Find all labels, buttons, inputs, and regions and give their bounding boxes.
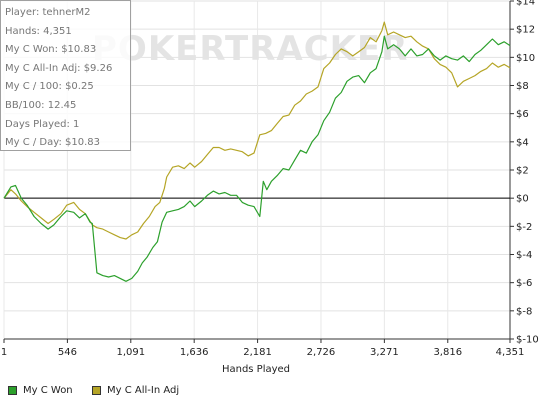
y-tick-label-10: $-6 [516,278,532,289]
y-tick-label-0: $14 [516,0,535,8]
stat-player: Player: tehnerM2 [5,7,91,18]
x-tick-label-8: 4,351 [496,347,525,358]
x-tick-label-7: 3,816 [433,347,462,358]
legend-swatch-won [8,386,17,395]
x-axis-title: Hands Played [222,364,290,375]
y-tick-label-11: $-8 [516,306,532,317]
y-tick-label-8: $-2 [516,222,532,233]
legend-item-allin-adj[interactable]: My C All-In Adj [92,385,179,396]
y-tick-label-7: $0 [516,194,529,205]
x-tick-label-6: 3,271 [370,347,399,358]
stat-hands: Hands: 4,351 [5,25,72,37]
series-line-1 [3,21,511,240]
legend-swatch-allin-adj [92,386,101,395]
pokertracker-watermark: POKERTRACKER [92,29,408,69]
stat-allin-adj: My C All-In Adj: $9.26 [5,62,113,74]
x-tick-label-4: 2,181 [243,347,272,358]
legend-item-won[interactable]: My C Won [8,385,73,396]
chart-legend: My C Won My C All-In Adj [0,376,543,408]
y-axis-ticks: $14 $12 $10 $8 $6 $4 $2 $0 $-2 $-4 $-6 $-8 $-10 [510,0,539,346]
y-tick-label-5: $4 [516,137,529,148]
player-stats-box: Player: tehnerM2 Hands: 4,351 My C Won: … [0,0,131,151]
y-tick-label-4: $6 [516,109,529,120]
stat-bb-100: BB/100: 12.45 [5,99,77,111]
y-tick-label-9: $-4 [516,250,532,261]
stat-won: My C Won: $10.83 [5,44,97,56]
y-tick-label-3: $8 [516,81,529,92]
series-lines [3,21,511,282]
x-tick-label-0: 1 [1,347,7,358]
x-tick-label-2: 1,091 [116,347,145,358]
stat-days-played: Days Played: 1 [5,118,80,130]
y-tick-label-12: $-10 [516,335,539,346]
stat-per-day: My C / Day: $10.83 [5,137,100,149]
x-tick-label-3: 1,636 [180,347,209,358]
stat-per-100: My C / 100: $0.25 [5,81,94,93]
y-tick-label-2: $10 [516,53,535,64]
series-line-0 [3,35,511,282]
x-tick-label-5: 2,726 [307,347,336,358]
x-tick-label-1: 546 [58,347,77,358]
legend-label-won: My C Won [23,385,73,396]
x-axis-ticks: 1 546 1,091 1,636 2,181 2,726 3,271 3,816 4,351 [1,339,525,358]
y-tick-label-6: $2 [516,166,529,177]
legend-label-allin-adj: My C All-In Adj [107,385,180,396]
y-tick-label-1: $12 [516,25,535,36]
